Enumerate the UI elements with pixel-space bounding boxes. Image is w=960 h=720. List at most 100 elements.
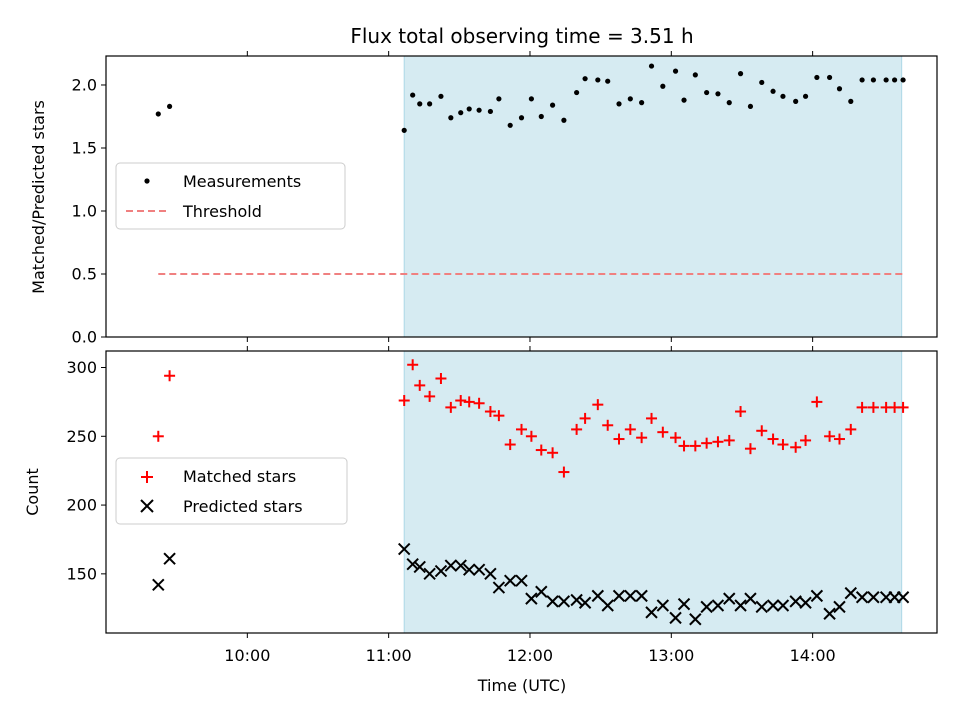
matched-star-point bbox=[535, 444, 547, 456]
matched-star-point bbox=[525, 430, 537, 442]
predicted-star-point bbox=[677, 597, 691, 611]
predicted-star-point bbox=[833, 600, 846, 614]
measurement-point bbox=[466, 106, 472, 112]
bottom-y-axis-label: Count bbox=[23, 468, 42, 516]
matched-star-point bbox=[689, 440, 701, 452]
matched-star-point bbox=[811, 396, 823, 408]
predicted-star-point bbox=[152, 578, 165, 592]
predicted-star-point bbox=[645, 606, 658, 619]
predicted-star-point bbox=[635, 589, 648, 603]
predicted-legend-label: Predicted stars bbox=[183, 497, 303, 516]
measurement-point bbox=[507, 122, 513, 128]
bottom-y-tick-label: 300 bbox=[66, 358, 97, 377]
predicted-star-point bbox=[472, 563, 486, 576]
predicted-legend-marker bbox=[140, 499, 154, 513]
predicted-star-point bbox=[789, 595, 802, 608]
measurement-point bbox=[458, 110, 464, 116]
matched-star-point bbox=[657, 426, 669, 438]
measurement-point bbox=[814, 74, 820, 81]
measurement-point bbox=[870, 77, 877, 83]
matched-star-point bbox=[723, 434, 735, 446]
bottom-y-tick-label: 250 bbox=[66, 427, 97, 446]
matched-star-point bbox=[455, 395, 467, 407]
measurement-point bbox=[900, 77, 906, 83]
bottom-panel: 150 200 250 300 10:00 11:00 12:00 13:00 14:00 Co… bbox=[23, 346, 938, 665]
top-panel: 0.00.51.01.52.0 Matched/Predicted stars … bbox=[29, 51, 938, 347]
measurement-point bbox=[826, 74, 833, 81]
predicted-star-point bbox=[601, 599, 614, 612]
matched-star-point bbox=[516, 423, 527, 435]
measurements-legend-marker bbox=[144, 178, 150, 184]
predicted-star-point bbox=[423, 567, 436, 581]
bottom-y-tick-label: 200 bbox=[66, 496, 97, 515]
predicted-star-point bbox=[734, 599, 747, 612]
matched-star-point bbox=[504, 439, 516, 451]
matched-star-point bbox=[701, 437, 713, 449]
bottom-y-tick-label: 150 bbox=[66, 564, 97, 583]
matched-star-point bbox=[484, 406, 496, 418]
measurement-point bbox=[538, 113, 544, 120]
matched-star-point bbox=[670, 432, 682, 444]
predicted-star-point bbox=[656, 599, 670, 612]
measurement-point bbox=[574, 89, 580, 96]
measurement-point bbox=[715, 91, 721, 97]
predicted-star-point bbox=[823, 607, 836, 620]
predicted-star-point bbox=[463, 563, 476, 576]
top-y-tick-label: 1.5 bbox=[72, 138, 97, 157]
predicted-star-point bbox=[570, 593, 583, 607]
matched-star-point bbox=[790, 441, 802, 453]
measurement-point bbox=[704, 89, 710, 96]
measurement-point bbox=[648, 63, 655, 69]
predicted-star-point bbox=[484, 567, 497, 581]
matched-star-point bbox=[414, 379, 426, 391]
predicted-star-point bbox=[163, 552, 176, 565]
matched-star-point bbox=[435, 373, 447, 385]
matched-star-point bbox=[398, 395, 410, 407]
matched-star-point bbox=[744, 443, 756, 455]
matched-star-point bbox=[407, 359, 419, 371]
bottom-observing-interval-shade bbox=[403, 350, 903, 634]
predicted-star-point bbox=[397, 542, 411, 556]
measurement-point bbox=[737, 71, 744, 77]
measurement-point bbox=[726, 100, 732, 106]
predicted-star-point bbox=[669, 611, 682, 625]
measurement-point bbox=[487, 108, 494, 115]
measurement-point bbox=[518, 115, 525, 121]
matched-star-point bbox=[712, 436, 724, 448]
measurement-point bbox=[692, 72, 698, 78]
matched-star-point bbox=[856, 401, 868, 413]
measurement-point bbox=[166, 103, 173, 110]
matched-star-point bbox=[845, 423, 857, 435]
measurement-point bbox=[660, 83, 666, 89]
matched-star-point bbox=[613, 433, 625, 445]
top-y-tick-label: 2.0 bbox=[72, 75, 97, 94]
measurements-legend-label: Measurements bbox=[183, 172, 301, 191]
matched-star-point bbox=[636, 432, 648, 444]
measurement-point bbox=[616, 101, 622, 107]
predicted-star-point bbox=[406, 558, 419, 571]
measurement-point bbox=[549, 102, 556, 108]
top-plot-frame bbox=[105, 55, 938, 338]
measurement-point bbox=[155, 111, 161, 117]
measurement-point bbox=[605, 78, 611, 84]
predicted-star-point bbox=[578, 596, 592, 609]
measurement-point bbox=[401, 127, 407, 133]
matched-star-point bbox=[424, 390, 436, 402]
top-legend-box bbox=[115, 162, 346, 230]
matched-star-point bbox=[735, 406, 747, 418]
measurement-point bbox=[770, 88, 776, 94]
measurement-point bbox=[859, 77, 865, 83]
predicted-star-point bbox=[525, 592, 538, 605]
measurement-point bbox=[417, 101, 423, 107]
matched-star-point bbox=[473, 397, 485, 409]
matched-star-point bbox=[463, 396, 475, 408]
top-observing-interval-shade bbox=[403, 55, 903, 338]
matched-star-point bbox=[800, 434, 812, 446]
matched-star-point bbox=[867, 401, 879, 413]
chart-title: Flux total observing time = 3.51 h bbox=[350, 24, 693, 48]
predicted-star-point bbox=[844, 586, 857, 600]
matched-star-point bbox=[777, 439, 789, 451]
matched-star-point bbox=[897, 401, 909, 413]
matched-star-point bbox=[756, 425, 768, 437]
predicted-star-point bbox=[689, 613, 702, 626]
